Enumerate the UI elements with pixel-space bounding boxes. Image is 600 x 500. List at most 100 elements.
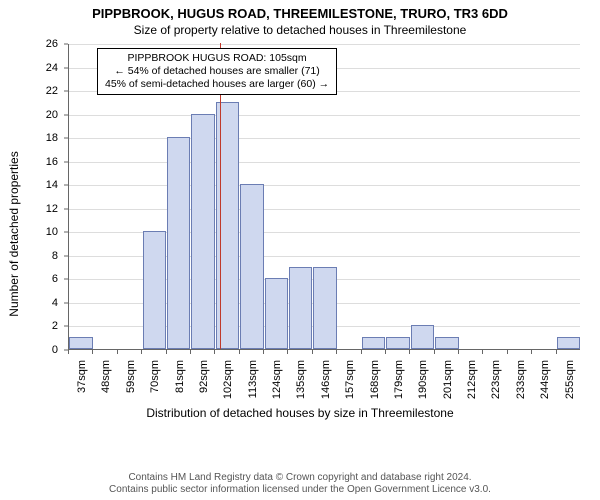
histogram-bar [289, 267, 312, 349]
chart-title-block: PIPPBROOK, HUGUS ROAD, THREEMILESTONE, T… [0, 0, 600, 37]
x-tick-mark [556, 350, 557, 354]
x-tick-mark [214, 350, 215, 354]
y-tick-mark [64, 255, 68, 256]
chart-subtitle: Size of property relative to detached ho… [0, 23, 600, 37]
annotation-box: PIPPBROOK HUGUS ROAD: 105sqm ← 54% of de… [97, 48, 337, 95]
x-tick-label: 201sqm [442, 360, 454, 404]
x-tick-mark [434, 350, 435, 354]
y-tick-label: 16 [36, 156, 58, 168]
chart-title: PIPPBROOK, HUGUS ROAD, THREEMILESTONE, T… [0, 6, 600, 21]
y-tick-label: 2 [36, 320, 58, 332]
plot-area: PIPPBROOK HUGUS ROAD: 105sqm ← 54% of de… [68, 44, 580, 350]
x-tick-label: 48sqm [100, 360, 112, 404]
annotation-line-3: 45% of semi-detached houses are larger (… [105, 78, 329, 91]
x-tick-label: 212sqm [466, 360, 478, 404]
y-tick-mark [64, 326, 68, 327]
x-tick-mark [263, 350, 264, 354]
gridline [69, 44, 580, 45]
annotation-line-2: ← 54% of detached houses are smaller (71… [105, 65, 329, 78]
x-tick-mark [458, 350, 459, 354]
x-axis-label: Distribution of detached houses by size … [20, 406, 580, 420]
x-tick-label: 168sqm [369, 360, 381, 404]
histogram-bar [167, 137, 190, 349]
y-tick-label: 20 [36, 109, 58, 121]
y-tick-mark [64, 185, 68, 186]
y-tick-mark [64, 232, 68, 233]
x-tick-label: 37sqm [76, 360, 88, 404]
x-tick-label: 255sqm [564, 360, 576, 404]
footer-line-2: Contains public sector information licen… [0, 484, 600, 496]
x-tick-mark [287, 350, 288, 354]
y-tick-mark [64, 161, 68, 162]
histogram-bar [411, 325, 434, 349]
x-tick-mark [385, 350, 386, 354]
histogram-bar [143, 231, 166, 349]
x-tick-label: 81sqm [174, 360, 186, 404]
gridline [69, 115, 580, 116]
histogram-bar [313, 267, 336, 349]
x-tick-label: 157sqm [344, 360, 356, 404]
y-tick-label: 4 [36, 297, 58, 309]
y-tick-mark [64, 138, 68, 139]
y-tick-label: 6 [36, 273, 58, 285]
y-tick-label: 12 [36, 203, 58, 215]
x-tick-mark [507, 350, 508, 354]
histogram-bar [557, 337, 580, 349]
x-tick-label: 179sqm [393, 360, 405, 404]
x-tick-mark [239, 350, 240, 354]
gridline [69, 209, 580, 210]
footer-line-1: Contains HM Land Registry data © Crown c… [0, 472, 600, 484]
y-tick-mark [64, 67, 68, 68]
y-tick-mark [64, 208, 68, 209]
x-tick-label: 223sqm [490, 360, 502, 404]
y-tick-label: 14 [36, 179, 58, 191]
y-axis-label: Number of detached properties [7, 151, 21, 316]
x-tick-label: 102sqm [222, 360, 234, 404]
x-tick-label: 135sqm [295, 360, 307, 404]
histogram-bar [386, 337, 409, 349]
histogram-bar [240, 184, 263, 349]
x-tick-mark [409, 350, 410, 354]
gridline [69, 138, 580, 139]
footer-attribution: Contains HM Land Registry data © Crown c… [0, 472, 600, 496]
x-tick-label: 92sqm [198, 360, 210, 404]
x-tick-mark [531, 350, 532, 354]
histogram-bar [435, 337, 458, 349]
gridline [69, 185, 580, 186]
y-tick-mark [64, 302, 68, 303]
x-tick-mark [117, 350, 118, 354]
y-tick-label: 18 [36, 132, 58, 144]
y-tick-mark [64, 114, 68, 115]
x-tick-mark [141, 350, 142, 354]
x-tick-label: 124sqm [271, 360, 283, 404]
histogram-bar [362, 337, 385, 349]
x-tick-label: 233sqm [515, 360, 527, 404]
chart-area: Number of detached properties PIPPBROOK … [20, 44, 580, 424]
y-tick-label: 0 [36, 344, 58, 356]
x-tick-label: 190sqm [417, 360, 429, 404]
histogram-bar [191, 114, 214, 349]
y-tick-label: 26 [36, 38, 58, 50]
x-tick-label: 70sqm [149, 360, 161, 404]
x-tick-label: 59sqm [125, 360, 137, 404]
y-tick-mark [64, 91, 68, 92]
x-tick-label: 146sqm [320, 360, 332, 404]
x-tick-label: 244sqm [539, 360, 551, 404]
y-tick-label: 8 [36, 250, 58, 262]
y-tick-label: 22 [36, 85, 58, 97]
x-tick-label: 113sqm [247, 360, 259, 404]
histogram-bar [69, 337, 92, 349]
y-tick-label: 24 [36, 62, 58, 74]
x-tick-mark [190, 350, 191, 354]
x-tick-mark [166, 350, 167, 354]
x-tick-mark [92, 350, 93, 354]
gridline [69, 162, 580, 163]
y-tick-mark [64, 44, 68, 45]
x-tick-mark [361, 350, 362, 354]
x-tick-mark [312, 350, 313, 354]
histogram-bar [265, 278, 288, 349]
x-tick-mark [336, 350, 337, 354]
x-tick-mark [482, 350, 483, 354]
x-tick-mark [68, 350, 69, 354]
y-tick-label: 10 [36, 226, 58, 238]
